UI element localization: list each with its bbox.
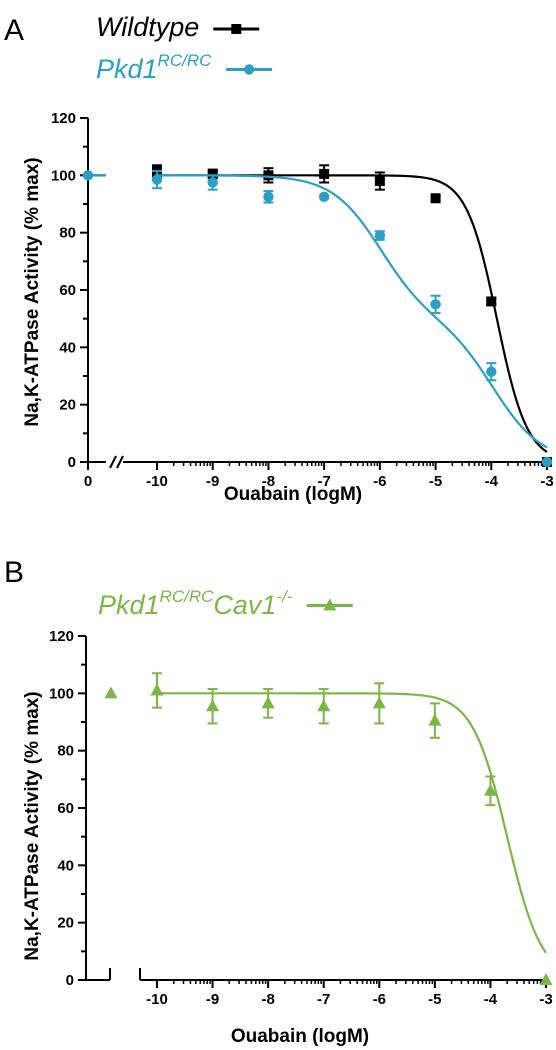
y-tick-label: 20	[59, 397, 76, 414]
y-tick-label: 80	[59, 225, 76, 242]
data-point	[374, 176, 385, 187]
y-tick-label: 100	[51, 167, 76, 184]
plot-area-b	[104, 672, 553, 985]
x-axis-title-a: Ouabain (logM)	[224, 484, 362, 505]
fit-curve	[157, 692, 547, 954]
panel-a-letter: A	[4, 14, 24, 47]
panel-a: A Wildtype Pkd1RC/RC 0 20 40 60 80 100 120 0 -10…	[4, 12, 554, 505]
y-tick-label: 80	[57, 743, 74, 760]
x-tick-label: -8	[261, 991, 274, 1008]
legend-b: Pkd1RC/RCCav1-/-	[98, 587, 353, 620]
y-tick-label: 100	[49, 685, 74, 702]
data-point	[541, 456, 553, 468]
y-tick-label: 0	[66, 972, 74, 989]
series-1	[88, 164, 552, 467]
axes-b: 0 20 40 60 80 100 120 -10 -9 -8 -7 -6 -5 -4 -3	[49, 628, 553, 1008]
data-point	[430, 193, 441, 204]
legend-marker	[323, 598, 337, 611]
x-tick-label: -10	[146, 991, 168, 1008]
data-point	[151, 174, 163, 185]
x-tick-label: -4	[485, 473, 499, 490]
legend-symbol-pkd1-cav1	[306, 598, 353, 611]
series-1	[104, 672, 553, 985]
y-tick-label: 40	[59, 339, 76, 356]
data-point	[486, 296, 497, 307]
axes-a: 0 20 40 60 80 100 120 0 -10 -9 -8 -7 -6 -5 -4 -3	[51, 110, 554, 490]
legend-entry-pkd1-cav1: Pkd1RC/RCCav1-/-	[98, 587, 293, 620]
data-point	[207, 177, 218, 188]
data-point	[206, 699, 220, 712]
axis-break-mark	[109, 455, 117, 469]
panel-b: B Pkd1RC/RCCav1-/- 0 20 40 60 80 100 120 -10 -9 -…	[4, 556, 553, 1047]
baseline-point	[104, 686, 118, 699]
plot-area-a	[82, 164, 553, 468]
x-axis-title-b: Ouabain (logM)	[231, 1026, 369, 1047]
x-tick-label: -9	[206, 473, 219, 490]
x-tick-label: -3	[540, 473, 553, 490]
y-tick-label: 120	[49, 628, 74, 645]
axis-break-mark	[116, 455, 124, 469]
fit-curve	[157, 174, 548, 453]
y-tick-label: 60	[57, 800, 74, 817]
legend-symbol-wildtype	[213, 24, 260, 34]
y-tick-label: 20	[57, 915, 74, 932]
data-point	[319, 168, 330, 179]
data-point	[372, 696, 386, 709]
y-tick-label: 60	[59, 282, 76, 299]
y-tick-label: 0	[68, 454, 76, 471]
x-tick-label: -7	[317, 991, 330, 1008]
x-tick-label: -4	[484, 991, 498, 1008]
data-point	[486, 366, 497, 377]
x-tick-label: -8	[262, 473, 275, 490]
data-point	[430, 299, 441, 310]
legend-entry-pkd1: Pkd1RC/RC	[96, 51, 212, 84]
x-tick-label: -6	[373, 473, 386, 490]
x-tick-label: -3	[539, 991, 552, 1008]
data-point	[263, 191, 274, 203]
y-tick-label: 40	[57, 857, 74, 874]
x-tick-label: -10	[146, 473, 168, 490]
data-point	[483, 783, 497, 796]
legend-entry-wildtype: Wildtype	[96, 12, 199, 42]
data-point	[539, 973, 553, 985]
series-2	[82, 170, 553, 468]
x-tick-label: -5	[429, 473, 442, 490]
x-tick-label: -7	[317, 473, 330, 490]
x-tick-label: -5	[428, 991, 441, 1008]
y-axis-title-a: Na,K-ATPase Activity (% max)	[22, 157, 43, 426]
x-tick-label: 0	[84, 473, 92, 490]
legend-marker	[243, 64, 255, 75]
legend-symbol-pkd1	[226, 64, 273, 75]
data-point	[317, 699, 331, 712]
data-point	[207, 168, 218, 179]
y-axis-title-b: Na,K-ATPase Activity (% max)	[22, 691, 43, 960]
y-tick-label: 120	[51, 110, 76, 127]
fit-curve	[157, 174, 548, 449]
x-tick-label: -6	[373, 991, 386, 1008]
data-point	[318, 191, 330, 203]
legend-marker	[231, 24, 242, 34]
data-point	[263, 170, 274, 181]
x-tick-label: -9	[206, 991, 219, 1008]
legend-a: Wildtype Pkd1RC/RC	[96, 12, 273, 84]
data-point	[261, 696, 275, 709]
data-point	[428, 713, 442, 726]
data-point	[150, 683, 164, 696]
baseline-point	[82, 170, 94, 181]
panel-b-letter: B	[4, 556, 24, 589]
data-point	[374, 230, 386, 241]
